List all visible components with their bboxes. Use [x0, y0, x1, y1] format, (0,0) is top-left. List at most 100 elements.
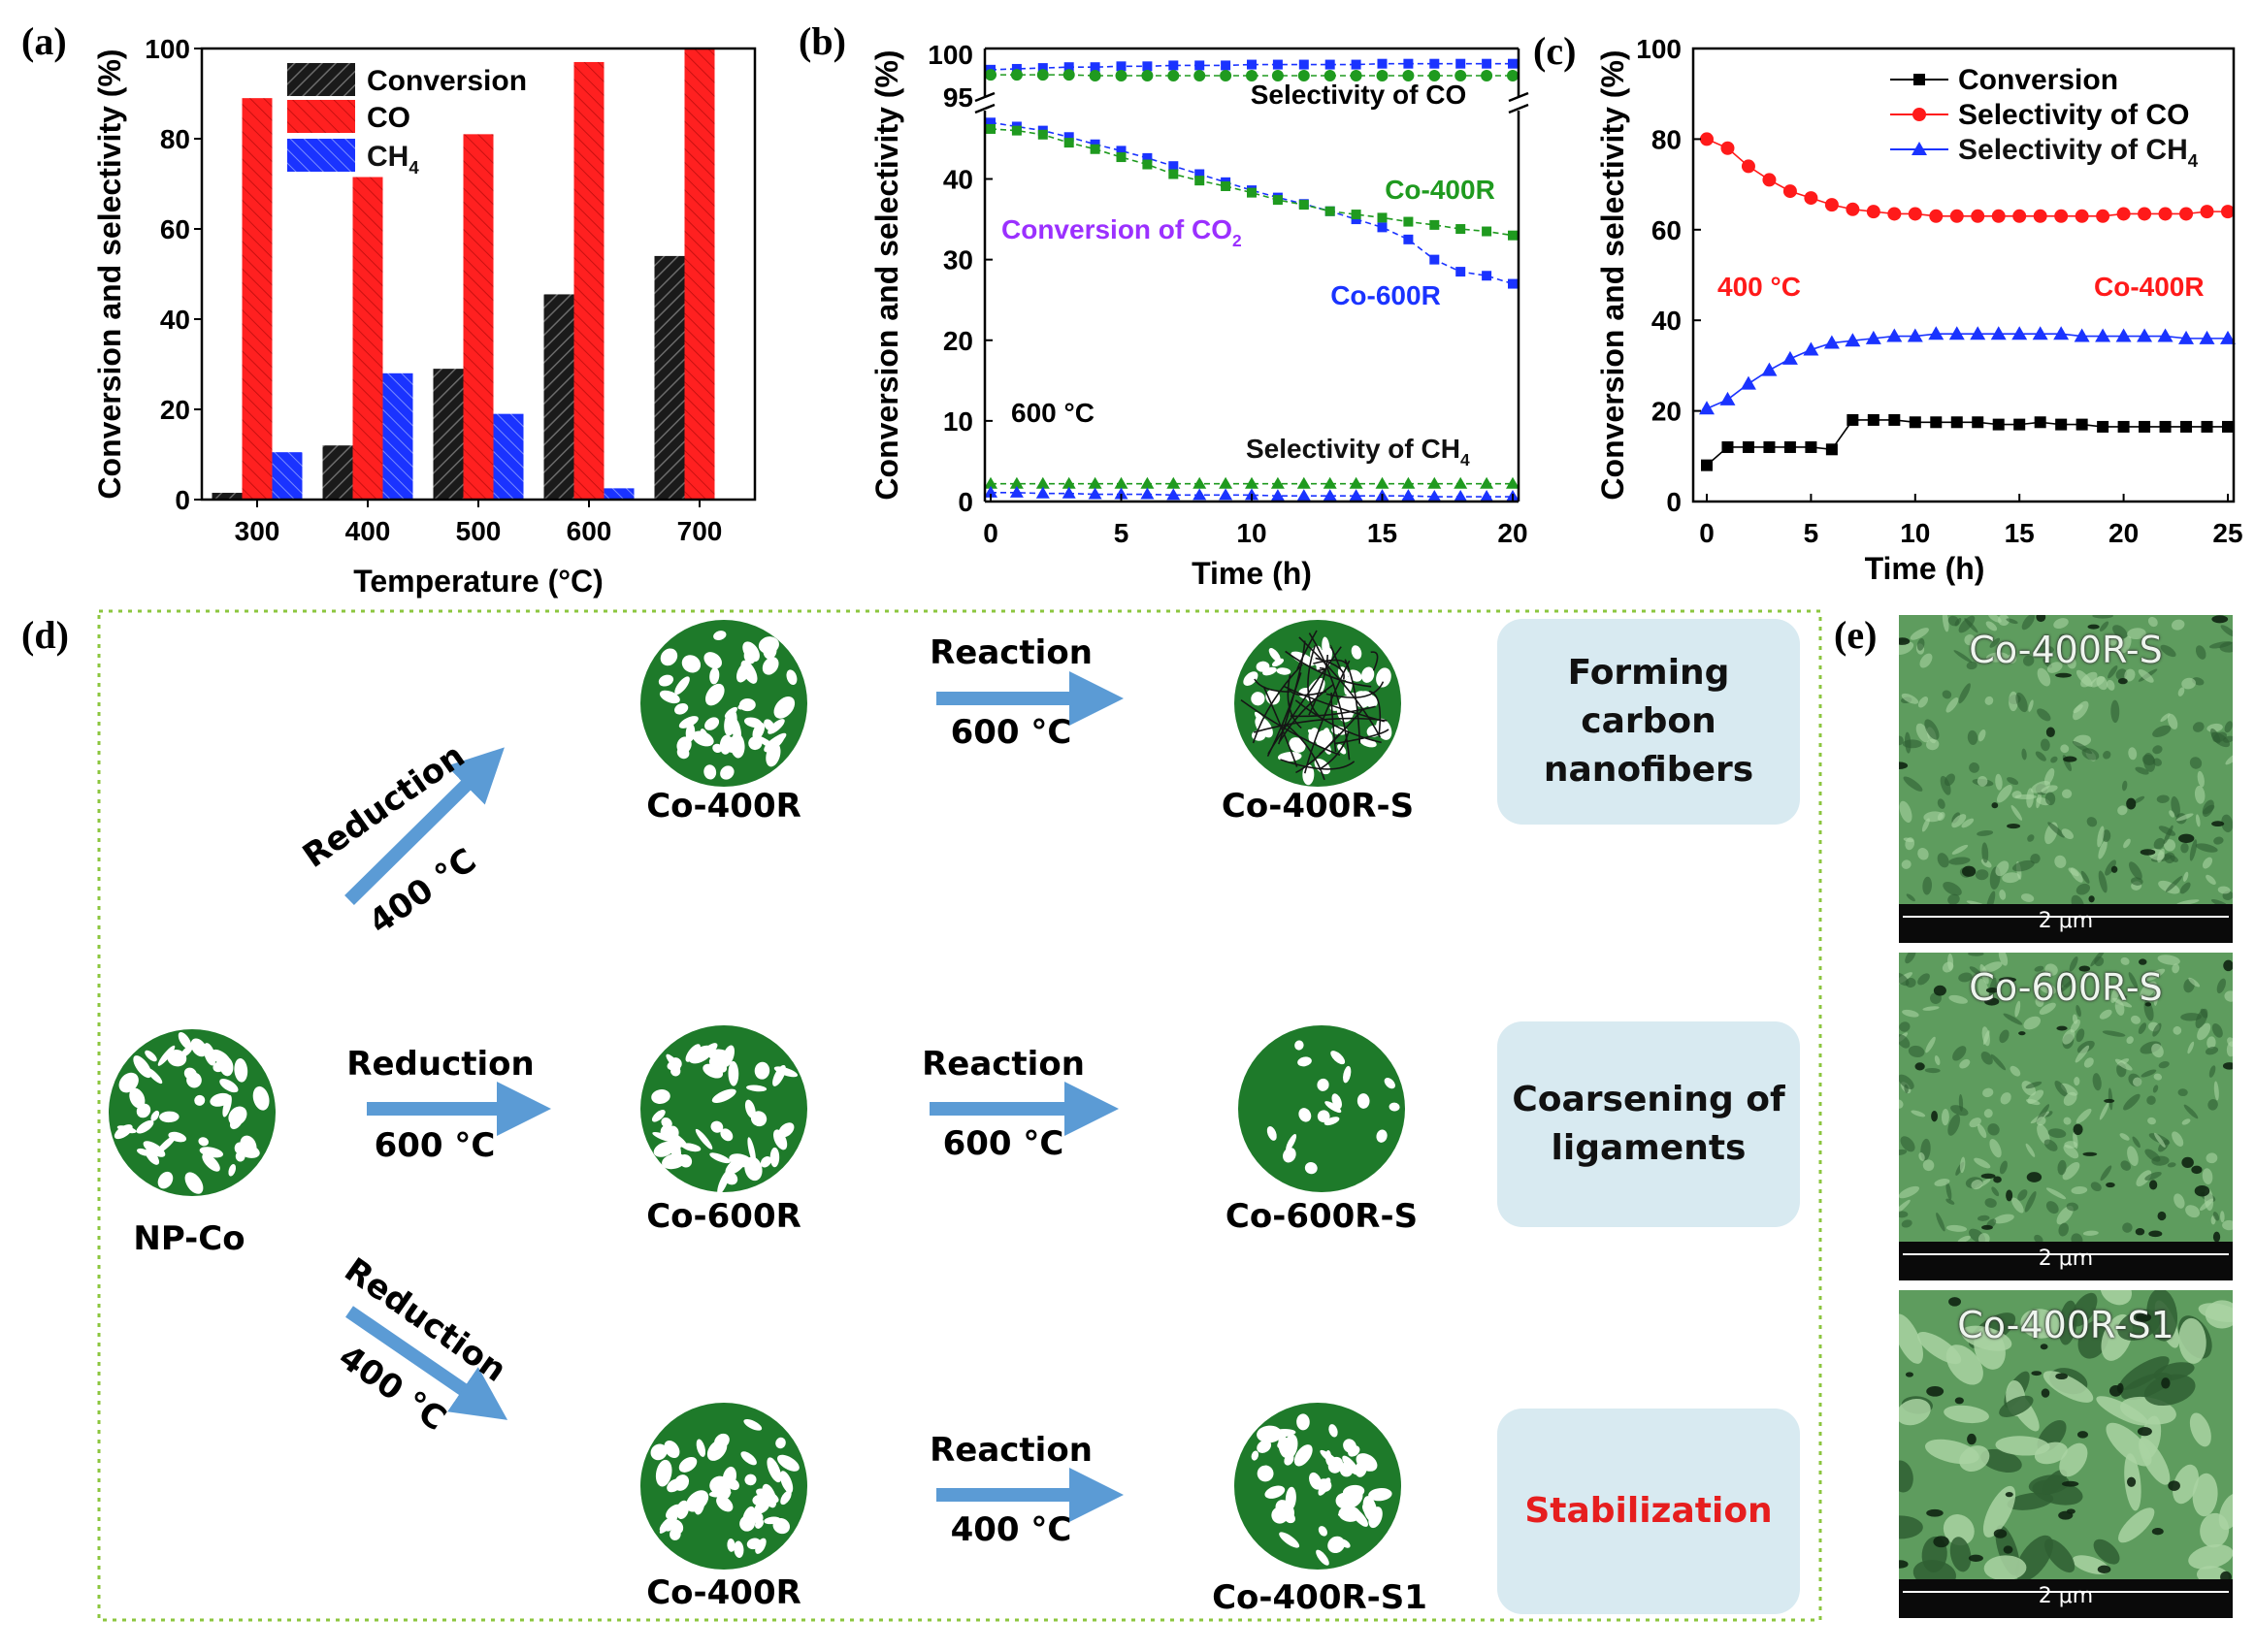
- data-point: [1011, 63, 1022, 74]
- sem-pore: [2078, 965, 2091, 972]
- sem-grain: [1911, 1110, 1926, 1118]
- sem-grain: [2022, 655, 2035, 666]
- pore: [1339, 1463, 1354, 1477]
- pore: [650, 1443, 668, 1461]
- pore: [1304, 1162, 1318, 1175]
- data-point: [1037, 63, 1048, 74]
- data-point: [1324, 59, 1335, 70]
- sem-texture: [1899, 1290, 2233, 1588]
- sem-label: Co-400R-S: [1969, 629, 2163, 671]
- y-tick-label: 40: [943, 165, 973, 195]
- sem-grain: [1899, 1021, 1911, 1032]
- sem-pore: [2036, 615, 2046, 623]
- data-point: [1219, 488, 1233, 501]
- sem-grain: [2152, 725, 2172, 738]
- sem-grain: [2128, 972, 2139, 989]
- sem-pore: [1899, 761, 1909, 770]
- sem-grain: [2217, 886, 2231, 894]
- data-point: [1480, 476, 1494, 489]
- pore: [1257, 1440, 1272, 1453]
- sem-grain: [2100, 1165, 2112, 1182]
- data-point: [1782, 184, 1797, 199]
- data-point: [1762, 173, 1777, 187]
- sem-grain: [2037, 1123, 2050, 1145]
- pore: [734, 1540, 744, 1558]
- sem-grain: [2017, 1189, 2028, 1201]
- carbon-nanofiber: [1308, 632, 1351, 761]
- data-point: [1063, 132, 1074, 143]
- legend-label: CH4: [367, 141, 419, 178]
- data-point: [1781, 350, 1798, 365]
- sem-grain: [2188, 977, 2201, 988]
- sem-grain: [2115, 668, 2127, 680]
- sem-grain: [2136, 1170, 2152, 1186]
- data-point: [1761, 362, 1778, 376]
- sem-grain: [2020, 893, 2035, 902]
- data-point: [1377, 212, 1388, 223]
- data-point: [1992, 418, 2005, 431]
- sem-grain: [2120, 1160, 2132, 1171]
- y-tick-label: 20: [1651, 397, 1682, 427]
- pore: [159, 1111, 180, 1123]
- pore: [1286, 1133, 1297, 1151]
- sem-grain: [1993, 1214, 2014, 1224]
- sem-grain: [1902, 1009, 1919, 1018]
- sem-grain: [2006, 618, 2018, 625]
- legend-label: Selectivity of CO: [1958, 99, 2189, 131]
- sem-image-co400r-s: Co-400R-S 2 μm: [1899, 615, 2233, 943]
- sem-grain: [1942, 615, 1949, 632]
- sem-grain: [2152, 1022, 2162, 1037]
- sem-pore: [2135, 1227, 2145, 1236]
- data-point: [1088, 476, 1102, 489]
- sem-grain: [2034, 965, 2044, 972]
- sem-grain: [2181, 1118, 2191, 1125]
- sem-pore: [1993, 1529, 2008, 1539]
- data-point: [1351, 210, 1361, 220]
- sem-grain: [2158, 826, 2176, 836]
- pore: [703, 764, 717, 780]
- pore: [758, 636, 779, 654]
- sem-pore: [2151, 1528, 2164, 1536]
- data-point: [1194, 60, 1205, 71]
- pore: [1243, 671, 1258, 686]
- sem-grain: [2075, 669, 2093, 688]
- sem-grain: [1937, 853, 1949, 868]
- pore: [664, 1440, 680, 1459]
- sem-pore: [2140, 849, 2156, 856]
- series-selectivity-of-co: [1700, 132, 2235, 223]
- data-point: [986, 117, 996, 128]
- sem-grain: [2011, 1197, 2024, 1214]
- pore: [1348, 1445, 1360, 1457]
- sem-grain: [2112, 997, 2133, 1008]
- data-point: [1429, 254, 1440, 265]
- sem-grain: [2207, 1098, 2218, 1111]
- pore: [1318, 1526, 1327, 1537]
- label-600-top: 600 °C: [951, 713, 1072, 752]
- scale-bar: 2 μm: [1899, 904, 2233, 943]
- data-point: [1377, 222, 1388, 233]
- pore: [1324, 1101, 1342, 1114]
- pore: [1298, 1108, 1312, 1122]
- pore: [1328, 1424, 1338, 1438]
- pore: [722, 1045, 735, 1067]
- data-point: [1721, 440, 1734, 453]
- box-coarsening-of-ligaments: Coarsening of ligaments: [1497, 1021, 1800, 1227]
- data-point: [1296, 476, 1311, 489]
- pore: [1361, 1504, 1375, 1518]
- sem-grain: [2126, 1036, 2134, 1045]
- sem-grain: [2099, 1009, 2112, 1020]
- sem-grain: [2044, 1111, 2053, 1118]
- pore: [681, 655, 702, 673]
- sem-label: Co-600R-S: [1969, 966, 2163, 1009]
- sem-grain: [2138, 1022, 2147, 1034]
- annotation-conversion-co2: Conversion of CO2: [1001, 214, 1242, 250]
- sem-grain: [2011, 859, 2035, 872]
- sem-grain: [1984, 696, 1994, 705]
- y-tick-label: 60: [1651, 215, 1682, 245]
- sem-grain: [1903, 837, 1914, 843]
- sem-pore: [2058, 1510, 2074, 1520]
- pore: [137, 1148, 150, 1156]
- sem-grain: [1952, 1046, 1967, 1061]
- sem-grain: [2144, 1171, 2162, 1181]
- pore: [1264, 1485, 1286, 1499]
